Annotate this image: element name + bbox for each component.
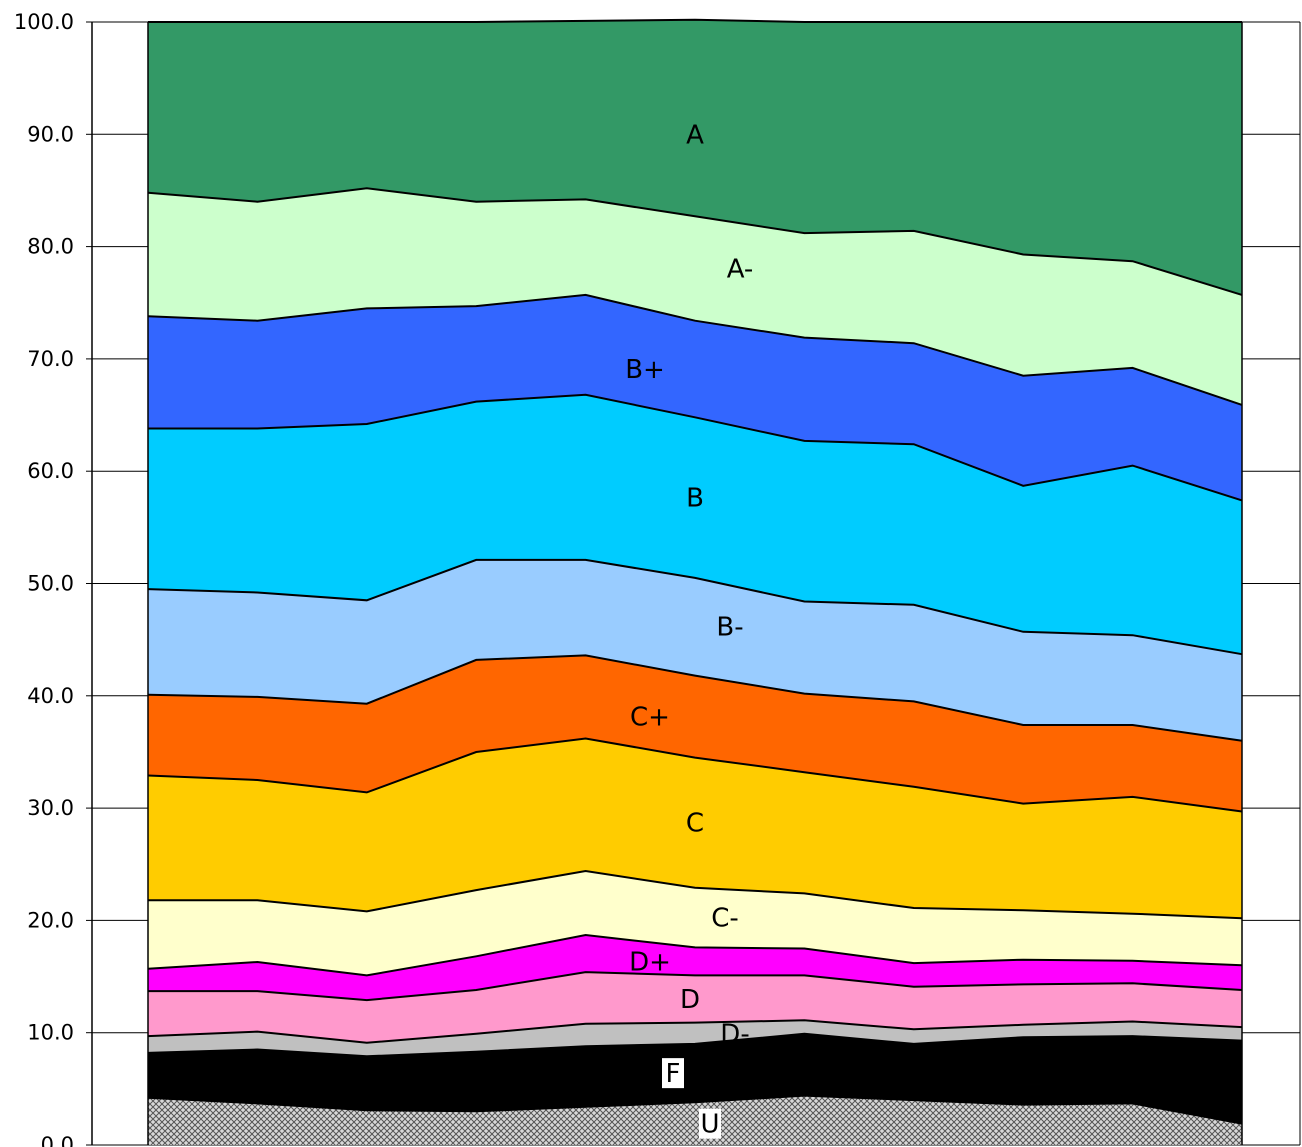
series-label: B+ [625,355,665,385]
series-boundary [147,654,1243,742]
area-b-minus [148,559,1242,741]
series-label: C [686,809,704,839]
series-boundary [147,1094,1243,1125]
series-boundary [147,1032,1243,1058]
y-tick-label: 80.0 [27,235,74,259]
series-boundary [147,187,1243,296]
y-tick-label: 20.0 [27,908,74,932]
series-boundary [147,1019,1243,1044]
series-label-bg [662,1058,684,1089]
area-f [148,1033,1242,1124]
series-label: B [686,484,704,514]
series-boundary [147,558,1243,656]
series-boundary [148,971,1243,1002]
y-tick-label: 0.0 [41,1133,74,1147]
series-boundary [147,933,1243,977]
y-tick-label: 100.0 [14,10,74,34]
series-label: D [680,985,700,1015]
area-c-minusplus [148,655,1242,812]
area-c-minus [148,871,1242,976]
series-label: A [686,120,704,150]
y-tick-label: 90.0 [27,122,74,146]
series-boundary [147,293,1243,406]
series-labels: UF D- D D+ C- C C+ B- B B+ A- A [625,120,753,1139]
area-u [148,1095,1242,1145]
series-label: B- [716,613,743,643]
area-d-minusplus [148,935,1242,1001]
area-d-minus [148,1020,1242,1057]
series-boundary [148,869,1243,920]
area-b-minusplus [148,294,1242,501]
y-tick-label: 70.0 [27,347,74,371]
y-tick-label: 40.0 [27,684,74,708]
series-boundary [148,18,1242,23]
area-a [148,19,1242,295]
area-c [148,738,1242,919]
area-series-group [148,19,1242,1145]
y-tick-label: 50.0 [27,572,74,596]
series-label: D+ [629,947,671,977]
series-boundary [148,393,1243,502]
series-label: U [700,1110,719,1140]
series-boundary [147,737,1243,813]
area-d [148,972,1242,1043]
series-label: A- [727,254,754,284]
series-label: C+ [630,703,670,733]
series-label: F [666,1059,681,1089]
y-tick-label: 10.0 [27,1021,74,1045]
series-label: D- [720,1019,749,1049]
boundary-lines [147,18,1243,1145]
y-axis: 0.0 10.0 20.0 30.0 40.0 50.0 60.0 70.0 80.0 90.0 1… [14,10,1301,1147]
area-a-minus [148,188,1242,405]
series-label: C- [711,904,739,934]
y-tick-label: 60.0 [27,459,74,483]
y-tick-label: 30.0 [27,796,74,820]
area-b [148,394,1242,655]
series-label-bg [699,1108,721,1139]
